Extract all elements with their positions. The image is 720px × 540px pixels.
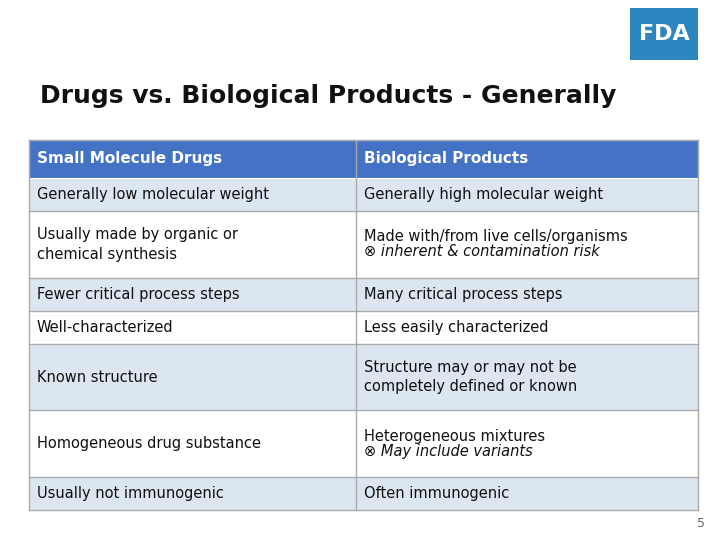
FancyBboxPatch shape	[356, 178, 698, 211]
FancyBboxPatch shape	[29, 140, 698, 178]
FancyBboxPatch shape	[29, 311, 356, 344]
FancyBboxPatch shape	[356, 410, 698, 477]
FancyBboxPatch shape	[29, 344, 356, 410]
Text: Usually not immunogenic: Usually not immunogenic	[37, 486, 224, 501]
FancyBboxPatch shape	[356, 278, 698, 311]
Text: Generally high molecular weight: Generally high molecular weight	[364, 187, 603, 202]
FancyBboxPatch shape	[29, 211, 356, 278]
FancyBboxPatch shape	[29, 477, 356, 510]
FancyBboxPatch shape	[356, 211, 698, 278]
Text: Often immunogenic: Often immunogenic	[364, 486, 510, 501]
FancyBboxPatch shape	[29, 410, 356, 477]
FancyBboxPatch shape	[29, 178, 356, 211]
Text: Fewer critical process steps: Fewer critical process steps	[37, 287, 240, 302]
FancyBboxPatch shape	[29, 278, 356, 311]
Text: Structure may or may not be
completely defined or known: Structure may or may not be completely d…	[364, 360, 577, 394]
Text: Generally low molecular weight: Generally low molecular weight	[37, 187, 269, 202]
FancyBboxPatch shape	[630, 8, 698, 60]
Text: Drugs vs. Biological Products - Generally: Drugs vs. Biological Products - Generall…	[40, 84, 616, 108]
Text: Many critical process steps: Many critical process steps	[364, 287, 563, 302]
Text: ⊗ inherent & contamination risk: ⊗ inherent & contamination risk	[364, 244, 600, 259]
FancyBboxPatch shape	[356, 477, 698, 510]
Text: Homogeneous drug substance: Homogeneous drug substance	[37, 436, 261, 451]
FancyBboxPatch shape	[356, 311, 698, 344]
Text: Less easily characterized: Less easily characterized	[364, 320, 549, 335]
Text: Biological Products: Biological Products	[364, 152, 528, 166]
Text: FDA: FDA	[639, 24, 689, 44]
Text: Known structure: Known structure	[37, 370, 158, 384]
Text: Made with/from live cells/organisms: Made with/from live cells/organisms	[364, 230, 628, 245]
Text: Well-characterized: Well-characterized	[37, 320, 174, 335]
Text: Small Molecule Drugs: Small Molecule Drugs	[37, 152, 222, 166]
FancyBboxPatch shape	[356, 344, 698, 410]
Text: Heterogeneous mixtures: Heterogeneous mixtures	[364, 429, 546, 444]
Text: 5: 5	[697, 517, 705, 530]
Text: ⊗ May include variants: ⊗ May include variants	[364, 443, 533, 458]
Text: Usually made by organic or
chemical synthesis: Usually made by organic or chemical synt…	[37, 227, 238, 261]
